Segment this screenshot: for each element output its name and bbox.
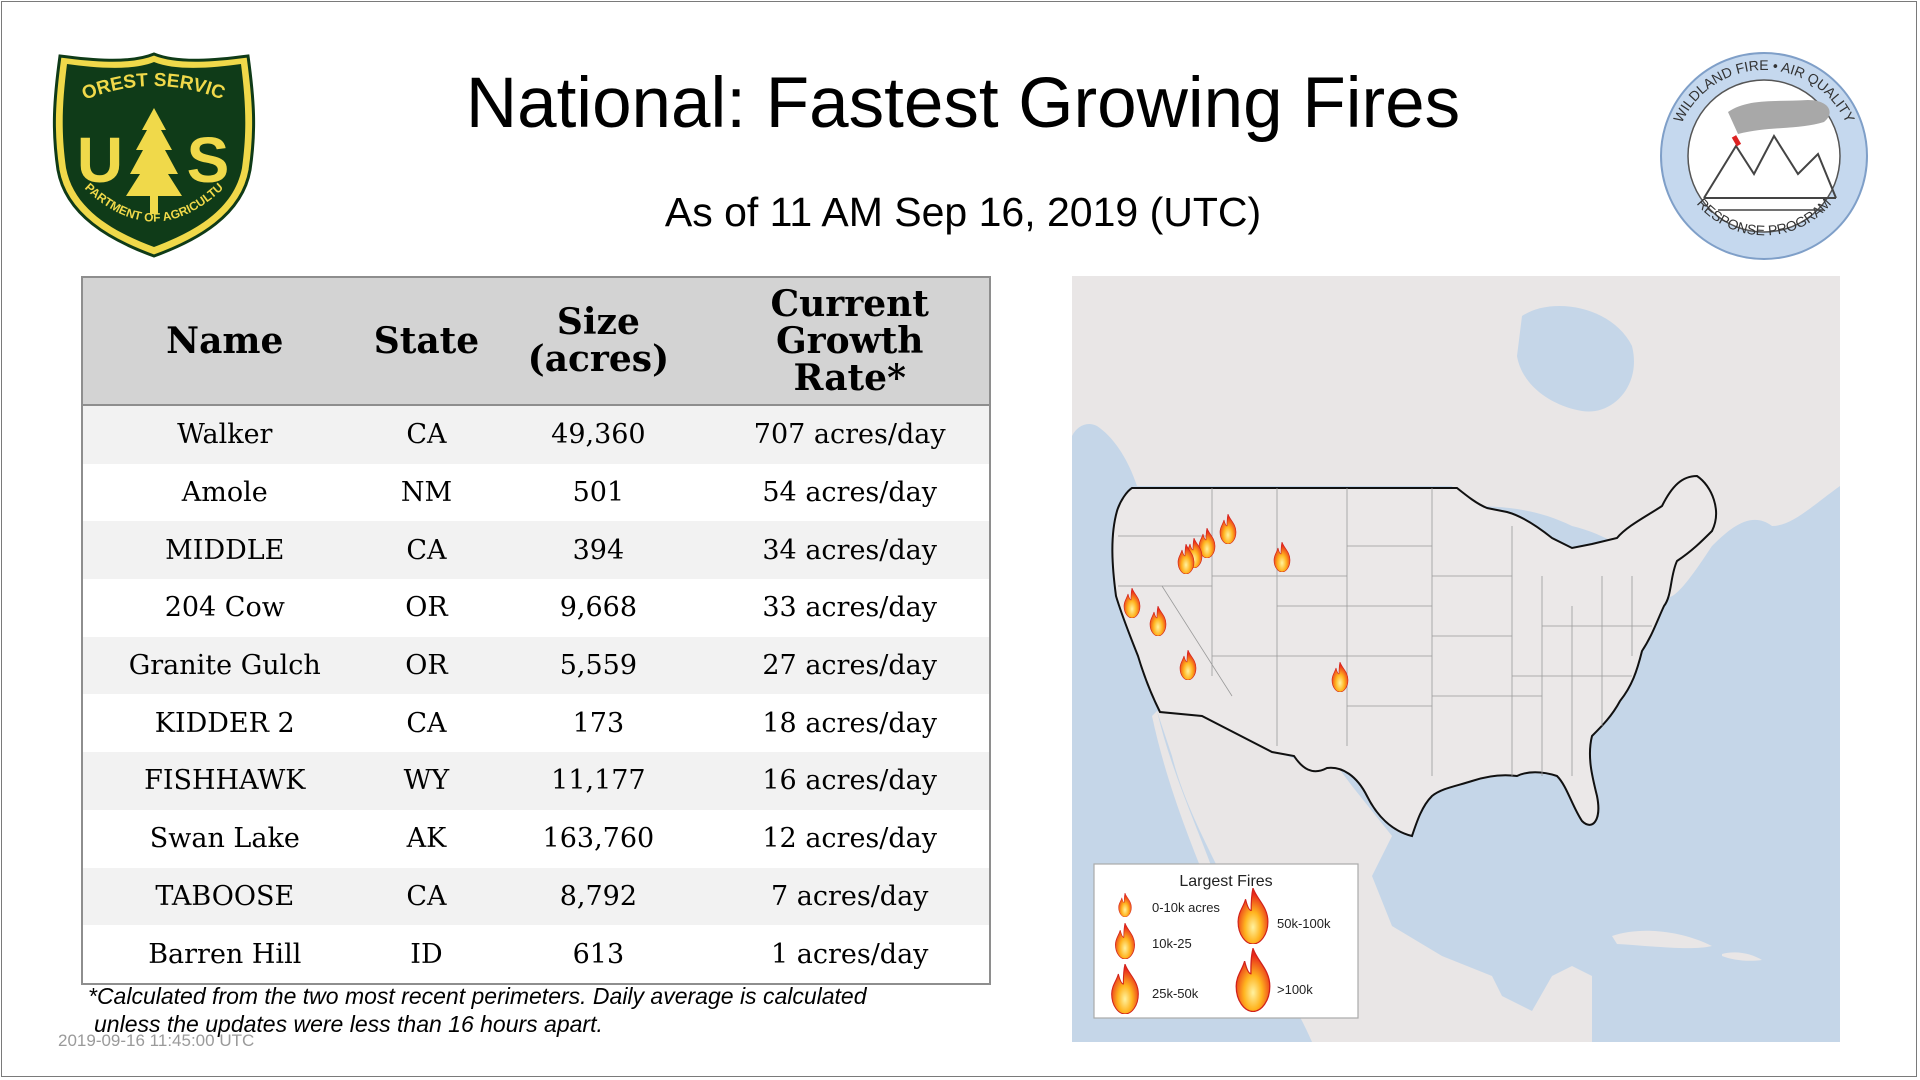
fire-state: NM — [366, 463, 487, 522]
table-row: KIDDER 2 CA 173 18 acres/day — [82, 694, 990, 753]
fire-state: ID — [366, 925, 487, 984]
fire-rate: 707 acres/day — [710, 405, 990, 464]
map-legend: Largest Fires 0-10k acres 10k-25 25k-50k… — [1093, 863, 1359, 1019]
table-row: TABOOSE CA 8,792 7 acres/day — [82, 867, 990, 926]
fire-state: CA — [366, 521, 487, 580]
table-row: 204 Cow OR 9,668 33 acres/day — [82, 579, 990, 637]
header-growth-rate: Current Growth Rate* — [710, 277, 990, 406]
table-header-row: Name State Size (acres) Current Growth Rate… — [82, 277, 990, 406]
fire-size: 8,792 — [486, 867, 711, 926]
wildland-fire-air-quality-logo: WILDLAND FIRE • AIR QUALITY RESPONSE PRO… — [1660, 52, 1868, 260]
page-subtitle: As of 11 AM Sep 16, 2019 (UTC) — [664, 189, 1262, 235]
fire-name: FISHHAWK — [82, 752, 367, 810]
fire-size: 163,760 — [486, 809, 711, 868]
fire-size: 394 — [486, 521, 711, 580]
table-row: MIDDLE CA 394 34 acres/day — [82, 521, 990, 580]
fire-rate: 1 acres/day — [710, 925, 990, 984]
fire-name: MIDDLE — [82, 521, 367, 580]
page-title: National: Fastest Growing Fires — [465, 64, 1461, 143]
legend-item-label: 0-10k acres — [1152, 900, 1220, 915]
footnote: *Calculated from the two most recent per… — [88, 982, 867, 1038]
fastest-growing-fires-table: Name State Size (acres) Current Growth Rate… — [81, 276, 991, 985]
table-row: Swan Lake AK 163,760 12 acres/day — [82, 809, 990, 868]
fire-state: OR — [366, 636, 487, 695]
fire-state: WY — [366, 752, 487, 810]
fire-size: 613 — [486, 925, 711, 984]
fire-rate: 34 acres/day — [710, 521, 990, 580]
fire-rate: 18 acres/day — [710, 694, 990, 753]
fire-size: 11,177 — [486, 752, 711, 810]
table-row: Walker CA 49,360 707 acres/day — [82, 405, 990, 464]
fire-rate: 16 acres/day — [710, 752, 990, 810]
fire-state: CA — [366, 405, 487, 464]
fire-rate: 7 acres/day — [710, 867, 990, 926]
fire-name: TABOOSE — [82, 867, 367, 926]
header-state: State — [366, 277, 487, 406]
fire-size: 9,668 — [486, 579, 711, 637]
fire-state: OR — [366, 579, 487, 637]
fire-name: 204 Cow — [82, 579, 367, 637]
fire-state: AK — [366, 809, 487, 868]
svg-text:S: S — [187, 124, 230, 196]
table-row: FISHHAWK WY 11,177 16 acres/day — [82, 752, 990, 810]
fire-state: CA — [366, 867, 487, 926]
fire-name: KIDDER 2 — [82, 694, 367, 753]
fire-size: 49,360 — [486, 405, 711, 464]
table-row: Granite Gulch OR 5,559 27 acres/day — [82, 636, 990, 695]
fire-size: 173 — [486, 694, 711, 753]
fire-name: Granite Gulch — [82, 636, 367, 695]
fire-size: 5,559 — [486, 636, 711, 695]
legend-item-label: >100k — [1277, 982, 1313, 997]
fire-rate: 33 acres/day — [710, 579, 990, 637]
fire-rate: 54 acres/day — [710, 463, 990, 522]
table-row: Amole NM 501 54 acres/day — [82, 463, 990, 522]
fire-rate: 12 acres/day — [710, 809, 990, 868]
table-row: Barren Hill ID 613 1 acres/day — [82, 925, 990, 984]
legend-item-label: 25k-50k — [1152, 986, 1199, 1001]
fire-state: CA — [366, 694, 487, 753]
pine-tree-icon — [126, 108, 182, 214]
fire-name: Walker — [82, 405, 367, 464]
legend-title: Largest Fires — [1179, 873, 1272, 890]
svg-text:U: U — [77, 124, 123, 196]
generated-timestamp: 2019-09-16 11:45:00 UTC — [58, 1031, 255, 1050]
fire-name: Swan Lake — [82, 809, 367, 868]
fire-name: Barren Hill — [82, 925, 367, 984]
fire-rate: 27 acres/day — [710, 636, 990, 695]
mexico-land — [1157, 711, 1592, 1042]
us-fire-map: Largest Fires 0-10k acres 10k-25 25k-50k… — [1072, 276, 1840, 1042]
header-name: Name — [82, 277, 367, 406]
fire-size: 501 — [486, 463, 711, 522]
state-boundaries — [1118, 488, 1652, 776]
footnote-line-1: *Calculated from the two most recent per… — [88, 983, 867, 1009]
header-size: Size (acres) — [486, 277, 711, 406]
legend-item-label: 50k-100k — [1277, 916, 1331, 931]
footnote-line-2: unless the updates were less than 16 hou… — [94, 1011, 603, 1037]
fire-name: Amole — [82, 463, 367, 522]
legend-item-label: 10k-25 — [1152, 936, 1192, 951]
usfs-shield-logo: FOREST SERVICE U S DEPARTMENT OF AGRICUL… — [50, 50, 256, 258]
